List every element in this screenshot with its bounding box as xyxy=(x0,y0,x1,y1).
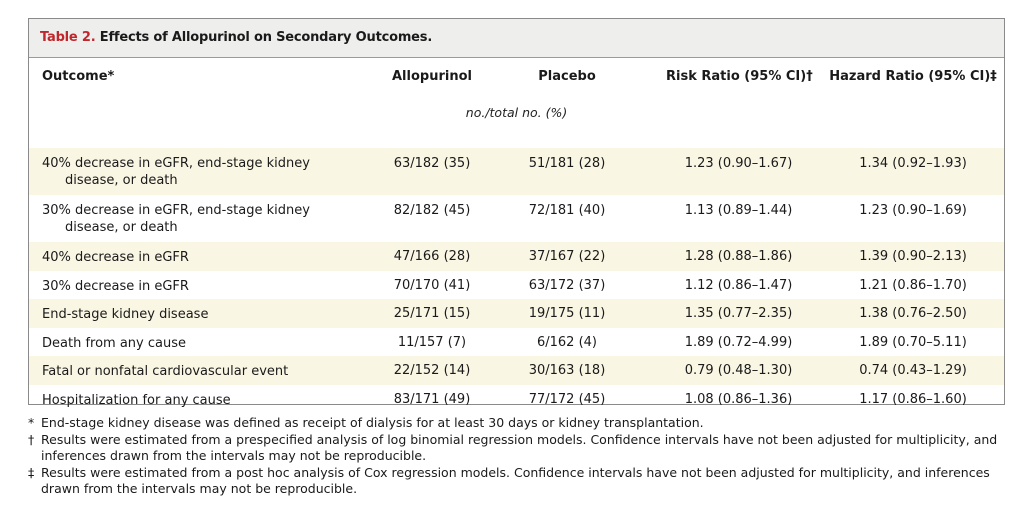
hazard-ratio-cell: 1.38 (0.76–2.50) xyxy=(859,306,967,321)
hazard-ratio-cell: 1.39 (0.90–2.13) xyxy=(859,249,967,264)
table-row: 30% decrease in eGFR 70/170 (41) 63/172 … xyxy=(29,271,1004,300)
allopurinol-cell: 82/182 (45) xyxy=(393,203,471,218)
allopurinol-cell: 63/182 (35) xyxy=(393,156,471,171)
table-row: 40% decrease in eGFR 47/166 (28) 37/167 … xyxy=(29,242,1004,271)
table-body: 40% decrease in eGFR, end-stage kidney d… xyxy=(29,148,1004,413)
header-allopurinol: Allopurinol xyxy=(392,69,472,84)
allopurinol-cell: 47/166 (28) xyxy=(393,249,471,264)
allopurinol-cell: 25/171 (15) xyxy=(393,306,471,321)
allopurinol-cell: 22/152 (14) xyxy=(393,363,471,378)
footnote: ‡ Results were estimated from a post hoc… xyxy=(28,465,1018,497)
table-title-bar: Table 2. Effects of Allopurinol on Secon… xyxy=(29,19,1004,58)
risk-ratio-cell: 1.23 (0.90–1.67) xyxy=(684,156,793,171)
risk-ratio-cell: 1.12 (0.86–1.47) xyxy=(684,277,793,293)
placebo-cell: 6/162 (4) xyxy=(536,334,597,350)
table-number: Table 2. xyxy=(40,30,96,45)
header-hazard-ratio: Hazard Ratio (95% CI)‡ xyxy=(829,69,997,84)
outcome-line: 30% decrease in eGFR, end-stage kidney xyxy=(42,203,310,218)
risk-ratio-cell: 1.89 (0.72–4.99) xyxy=(684,334,793,350)
table-row: 30% decrease in eGFR, end-stage kidney d… xyxy=(29,195,1004,242)
table-row: Fatal or nonfatal cardiovascular event 2… xyxy=(29,356,1004,385)
footnote: † Results were estimated from a prespeci… xyxy=(28,432,1018,464)
outcome-line-continued: disease, or death xyxy=(65,173,178,188)
outcome-cell: End-stage kidney disease xyxy=(42,307,209,322)
outcome-cell: 30% decrease in eGFR xyxy=(42,278,189,294)
footnote-symbol: ‡ xyxy=(28,465,35,480)
footnote-text: Results were estimated from a post hoc a… xyxy=(41,465,990,496)
header-placebo: Placebo xyxy=(538,69,596,84)
risk-ratio-cell: 1.28 (0.88–1.86) xyxy=(684,249,793,264)
hazard-ratio-cell: 0.74 (0.43–1.29) xyxy=(859,363,967,378)
footnote-symbol: * xyxy=(28,415,35,430)
hazard-ratio-cell: 1.34 (0.92–1.93) xyxy=(859,156,967,171)
table-row: 40% decrease in eGFR, end-stage kidney d… xyxy=(29,148,1004,195)
risk-ratio-cell: 1.08 (0.86–1.36) xyxy=(684,391,793,407)
allopurinol-cell: 83/171 (49) xyxy=(393,391,471,407)
placebo-cell: 63/172 (37) xyxy=(528,277,606,293)
outcome-cell: 30% decrease in eGFR, end-stage kidney d… xyxy=(42,202,342,236)
placebo-cell: 30/163 (18) xyxy=(528,363,606,378)
risk-ratio-cell: 1.13 (0.89–1.44) xyxy=(684,203,793,218)
outcome-cell: Fatal or nonfatal cardiovascular event xyxy=(42,364,289,379)
table-title-text: Effects of Allopurinol on Secondary Outc… xyxy=(99,30,433,45)
placebo-cell: 72/181 (40) xyxy=(528,203,606,218)
hazard-ratio-cell: 1.89 (0.70–5.11) xyxy=(859,334,967,350)
outcome-cell: Hospitalization for any cause xyxy=(42,392,231,408)
table-title: Table 2. Effects of Allopurinol on Secon… xyxy=(40,30,432,45)
hazard-ratio-cell: 1.23 (0.90–1.69) xyxy=(859,203,967,218)
footnote: * End-stage kidney disease was defined a… xyxy=(28,415,1018,431)
placebo-cell: 51/181 (28) xyxy=(528,156,606,171)
header-risk-ratio: Risk Ratio (95% CI)† xyxy=(666,69,813,84)
outcome-cell: 40% decrease in eGFR xyxy=(42,250,189,265)
outcome-cell: 40% decrease in eGFR, end-stage kidney d… xyxy=(42,155,342,189)
footnote-text: Results were estimated from a prespecifi… xyxy=(41,432,998,463)
allopurinol-cell: 11/157 (7) xyxy=(397,334,467,350)
risk-ratio-cell: 0.79 (0.48–1.30) xyxy=(684,363,793,378)
hazard-ratio-cell: 1.21 (0.86–1.70) xyxy=(859,277,967,293)
placebo-cell: 19/175 (11) xyxy=(528,306,606,321)
table-row: Death from any cause 11/157 (7) 6/162 (4… xyxy=(29,328,1004,357)
allopurinol-cell: 70/170 (41) xyxy=(393,277,471,293)
table-row: End-stage kidney disease 25/171 (15) 19/… xyxy=(29,299,1004,328)
outcome-line-continued: disease, or death xyxy=(65,220,178,235)
units-label: no./total no. (%) xyxy=(465,105,568,120)
outcome-line: 40% decrease in eGFR, end-stage kidney xyxy=(42,156,310,171)
table-frame: Table 2. Effects of Allopurinol on Secon… xyxy=(28,18,1005,408)
risk-ratio-cell: 1.35 (0.77–2.35) xyxy=(684,306,793,321)
hazard-ratio-cell: 1.17 (0.86–1.60) xyxy=(859,391,967,407)
footnote-symbol: † xyxy=(28,432,35,447)
placebo-cell: 77/172 (45) xyxy=(528,391,606,407)
header-outcome: Outcome* xyxy=(42,69,115,84)
placebo-cell: 37/167 (22) xyxy=(528,249,606,264)
footnotes: * End-stage kidney disease was defined a… xyxy=(28,415,1018,498)
outcome-cell: Death from any cause xyxy=(42,335,186,351)
table-row: Hospitalization for any cause 83/171 (49… xyxy=(29,385,1004,414)
footnote-text: End-stage kidney disease was defined as … xyxy=(41,415,704,430)
